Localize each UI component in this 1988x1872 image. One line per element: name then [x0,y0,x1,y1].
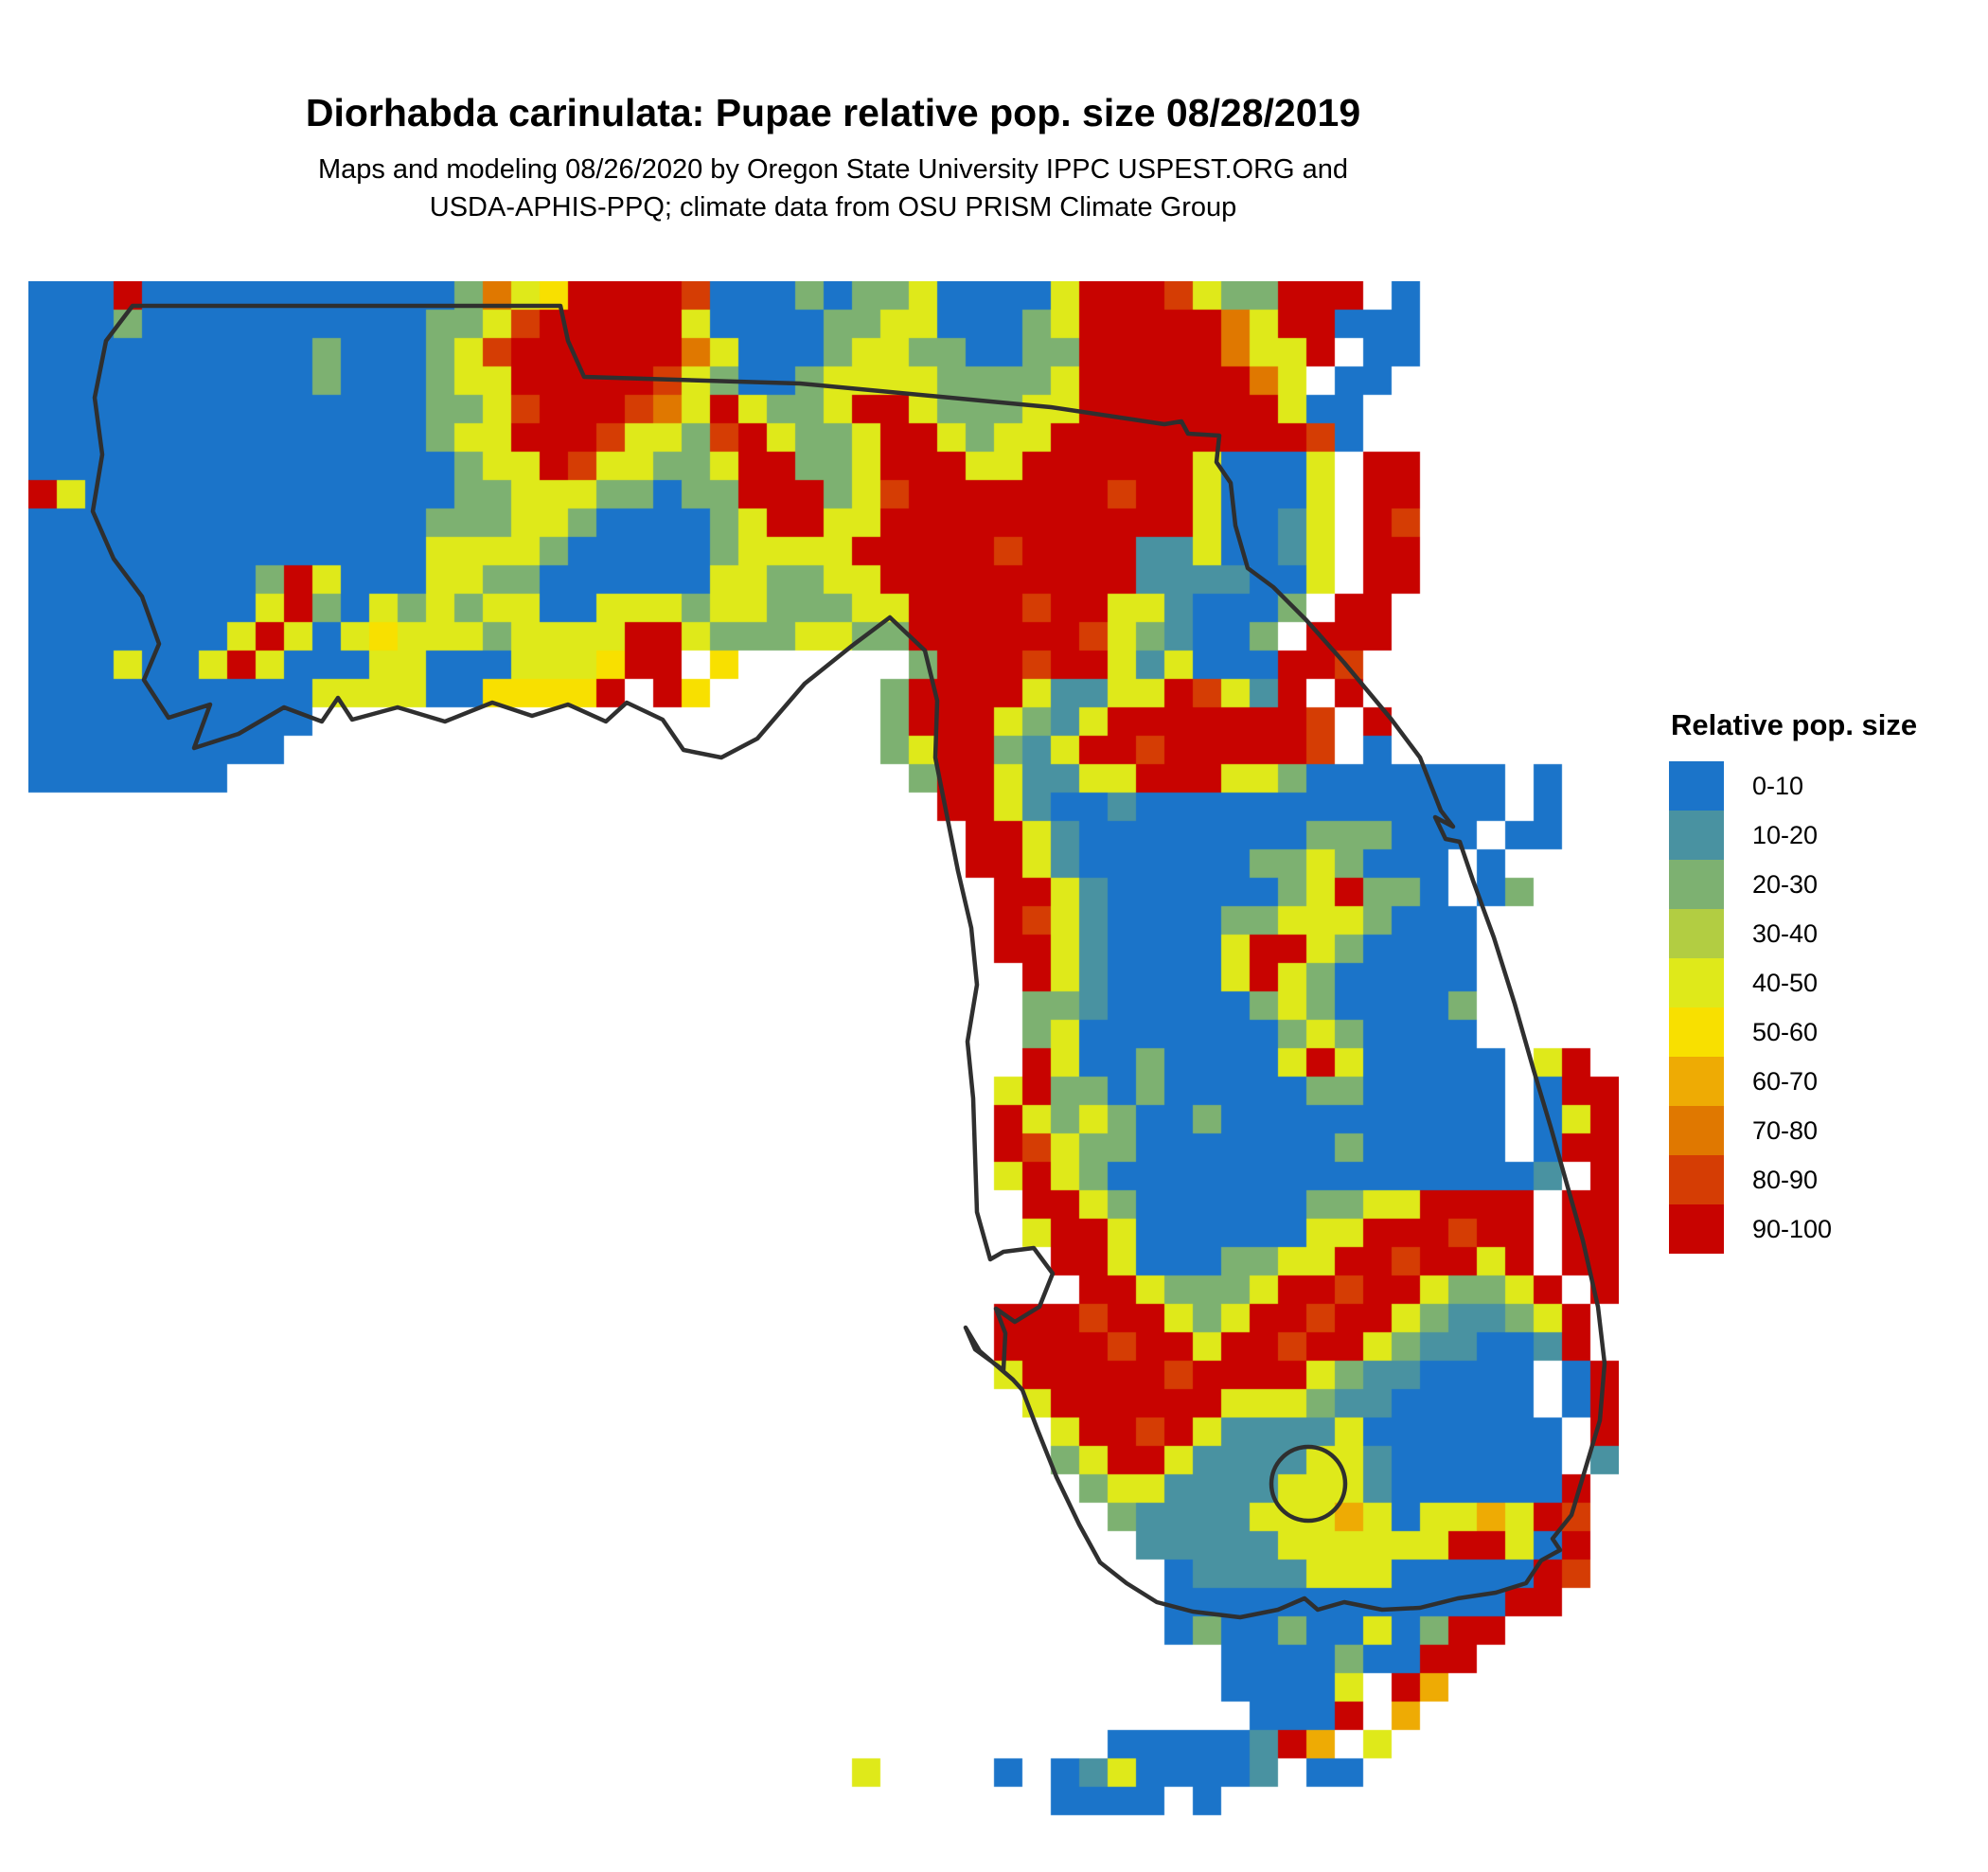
legend-swatch [1669,958,1724,1007]
lake-okeechobee-outline [1269,1444,1348,1524]
legend-swatch [1669,1155,1724,1204]
legend-item: 90-100 [1669,1204,1981,1254]
legend-item: 10-20 [1669,811,1981,860]
legend-swatch [1669,1106,1724,1155]
legend-label: 20-30 [1752,869,1819,899]
legend-item: 80-90 [1669,1155,1981,1204]
legend-swatch [1669,761,1724,811]
legend-swatch [1669,1007,1724,1057]
page-title: Diorhabda carinulata: Pupae relative pop… [305,91,1361,134]
legend-label: 50-60 [1752,1017,1819,1046]
population-raster-canvas [28,281,1619,1872]
florida-coastline-path [90,303,1607,1620]
legend-item: 20-30 [1669,860,1981,909]
legend-item: 40-50 [1669,958,1981,1007]
legend-label: 60-70 [1752,1066,1819,1096]
legend-label: 30-40 [1752,918,1819,948]
legend-label: 10-20 [1752,820,1819,849]
legend-label: 90-100 [1752,1214,1833,1243]
legend-item: 0-10 [1669,761,1981,811]
legend-title: Relative pop. size [1671,708,1918,741]
legend-label: 70-80 [1752,1115,1819,1145]
subtitle-line-1: Maps and modeling 08/26/2020 by Oregon S… [317,154,1349,185]
legend-swatch [1669,909,1724,958]
legend-item: 60-70 [1669,1057,1981,1106]
legend-label: 0-10 [1752,771,1804,800]
florida-raster-map [28,281,1619,1872]
legend-swatch [1669,860,1724,909]
legend-swatch [1669,811,1724,860]
legend-items: 0-10 10-20 20-30 30-40 40-50 50-60 60-70 70-80 8… [1669,761,1981,1254]
map-subtitle: Maps and modeling 08/26/2020 by Oregon S… [0,151,1666,226]
legend-swatch [1669,1057,1724,1106]
legend-item: 30-40 [1669,909,1981,958]
map-header: Diorhabda carinulata: Pupae relative pop… [0,91,1666,226]
legend-item: 50-60 [1669,1007,1981,1057]
legend-label: 80-90 [1752,1165,1819,1194]
subtitle-line-2: USDA-APHIS-PPQ; climate data from OSU PR… [429,192,1237,223]
legend-swatch [1669,1204,1724,1254]
legend: Relative pop. size 0-10 10-20 20-30 30-40 40… [1669,708,1981,1254]
state-boundary-overlay [90,303,1607,1620]
legend-item: 70-80 [1669,1106,1981,1155]
legend-label: 40-50 [1752,968,1819,997]
